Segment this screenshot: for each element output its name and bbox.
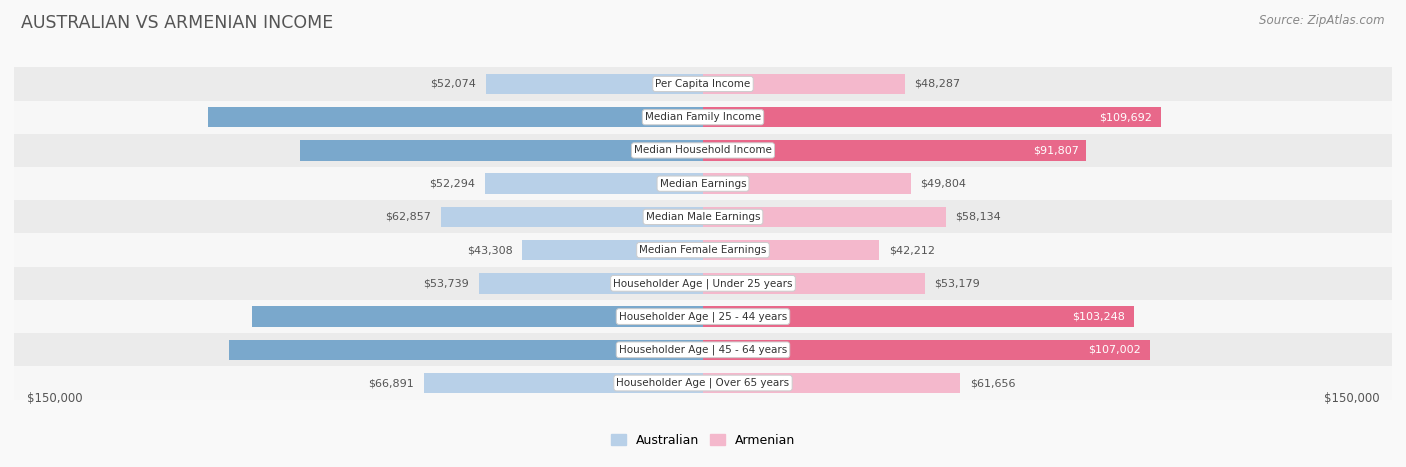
Text: Median Household Income: Median Household Income bbox=[634, 145, 772, 156]
FancyBboxPatch shape bbox=[0, 333, 1406, 367]
Bar bbox=[703, 240, 879, 261]
Bar bbox=[478, 273, 703, 294]
Text: $42,212: $42,212 bbox=[889, 245, 935, 255]
FancyBboxPatch shape bbox=[0, 300, 1406, 333]
FancyBboxPatch shape bbox=[0, 67, 1406, 100]
Bar bbox=[208, 107, 703, 127]
Bar bbox=[440, 206, 703, 227]
Bar bbox=[703, 173, 911, 194]
Text: $150,000: $150,000 bbox=[27, 392, 82, 404]
Text: $107,002: $107,002 bbox=[1088, 345, 1140, 355]
Text: Median Family Income: Median Family Income bbox=[645, 112, 761, 122]
Text: Per Capita Income: Per Capita Income bbox=[655, 79, 751, 89]
Text: Householder Age | 45 - 64 years: Householder Age | 45 - 64 years bbox=[619, 345, 787, 355]
Text: $43,308: $43,308 bbox=[467, 245, 513, 255]
Bar bbox=[485, 173, 703, 194]
FancyBboxPatch shape bbox=[0, 134, 1406, 167]
FancyBboxPatch shape bbox=[0, 200, 1406, 234]
Text: Median Male Earnings: Median Male Earnings bbox=[645, 212, 761, 222]
FancyBboxPatch shape bbox=[0, 100, 1406, 134]
FancyBboxPatch shape bbox=[0, 267, 1406, 300]
Text: $96,490: $96,490 bbox=[695, 145, 741, 156]
Text: $58,134: $58,134 bbox=[955, 212, 1001, 222]
Text: Householder Age | Over 65 years: Householder Age | Over 65 years bbox=[616, 378, 790, 388]
Text: $62,857: $62,857 bbox=[385, 212, 432, 222]
Text: $48,287: $48,287 bbox=[914, 79, 960, 89]
Text: AUSTRALIAN VS ARMENIAN INCOME: AUSTRALIAN VS ARMENIAN INCOME bbox=[21, 14, 333, 32]
Text: $150,000: $150,000 bbox=[1324, 392, 1379, 404]
Text: $66,891: $66,891 bbox=[368, 378, 415, 388]
Text: Source: ZipAtlas.com: Source: ZipAtlas.com bbox=[1260, 14, 1385, 27]
Bar bbox=[485, 74, 703, 94]
Bar bbox=[703, 273, 925, 294]
Text: $109,692: $109,692 bbox=[1099, 112, 1152, 122]
FancyBboxPatch shape bbox=[0, 234, 1406, 267]
Bar bbox=[522, 240, 703, 261]
Text: $118,440: $118,440 bbox=[693, 112, 747, 122]
Bar bbox=[703, 373, 960, 393]
Text: $53,179: $53,179 bbox=[935, 278, 980, 288]
Text: $107,912: $107,912 bbox=[695, 311, 747, 322]
Bar bbox=[703, 140, 1087, 161]
Text: $52,074: $52,074 bbox=[430, 79, 477, 89]
Bar bbox=[423, 373, 703, 393]
Text: Householder Age | 25 - 44 years: Householder Age | 25 - 44 years bbox=[619, 311, 787, 322]
Text: $52,294: $52,294 bbox=[429, 179, 475, 189]
FancyBboxPatch shape bbox=[0, 367, 1406, 400]
Bar bbox=[703, 206, 946, 227]
Text: $61,656: $61,656 bbox=[970, 378, 1015, 388]
Bar bbox=[703, 306, 1135, 327]
Bar bbox=[703, 340, 1150, 360]
Bar bbox=[703, 107, 1161, 127]
Text: $103,248: $103,248 bbox=[1073, 311, 1125, 322]
Bar bbox=[703, 74, 904, 94]
Text: $91,807: $91,807 bbox=[1033, 145, 1078, 156]
FancyBboxPatch shape bbox=[0, 167, 1406, 200]
Bar bbox=[299, 140, 703, 161]
Text: Median Female Earnings: Median Female Earnings bbox=[640, 245, 766, 255]
Text: $53,739: $53,739 bbox=[423, 278, 470, 288]
Bar bbox=[253, 306, 703, 327]
Legend: Australian, Armenian: Australian, Armenian bbox=[606, 429, 800, 452]
Bar bbox=[229, 340, 703, 360]
Text: Householder Age | Under 25 years: Householder Age | Under 25 years bbox=[613, 278, 793, 289]
Text: Median Earnings: Median Earnings bbox=[659, 179, 747, 189]
Text: $113,533: $113,533 bbox=[693, 345, 747, 355]
Text: $49,804: $49,804 bbox=[921, 179, 966, 189]
